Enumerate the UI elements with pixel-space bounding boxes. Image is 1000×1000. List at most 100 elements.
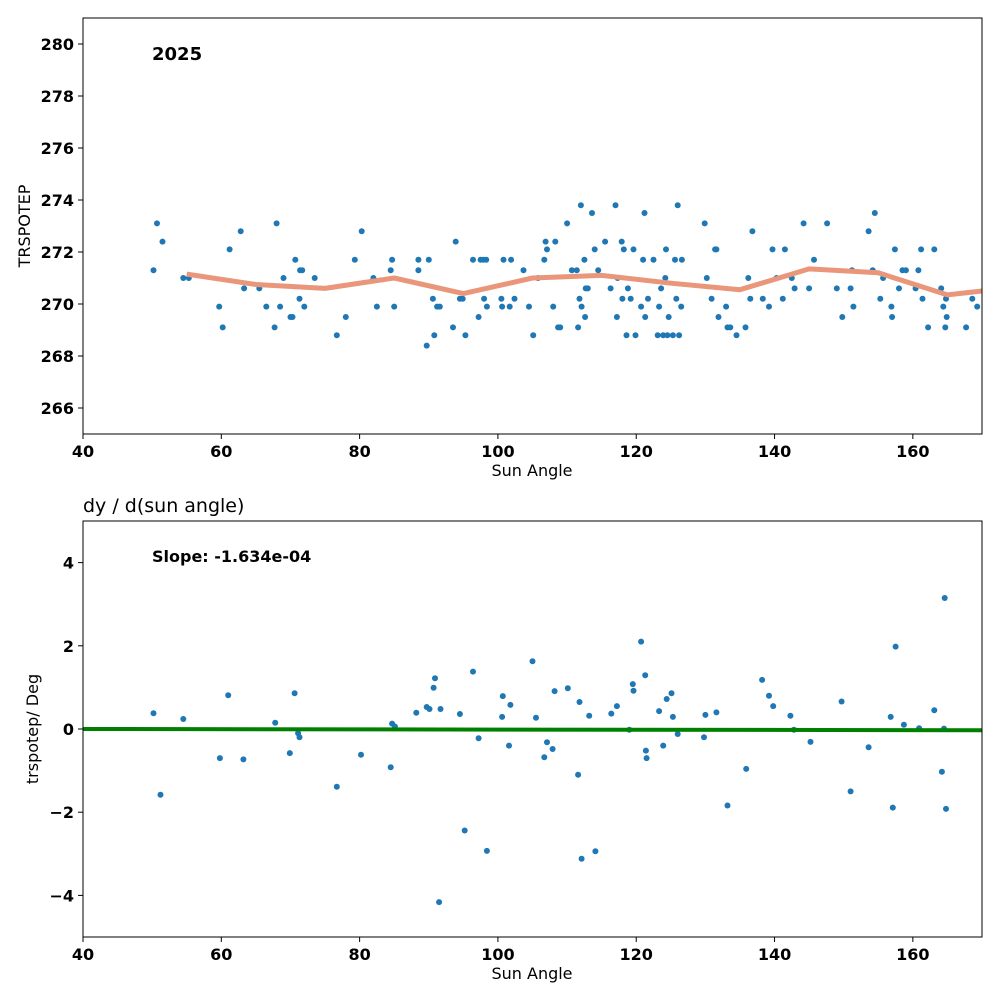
data-point [564, 220, 571, 227]
x-tick-label: 140 [758, 442, 791, 461]
data-point [413, 709, 420, 716]
data-point [216, 755, 223, 762]
data-point [373, 303, 380, 310]
data-point [541, 754, 548, 761]
data-point [650, 256, 657, 263]
data-point [544, 246, 550, 253]
data-point [500, 256, 507, 263]
data-point [663, 696, 670, 702]
data-point [333, 783, 340, 790]
data-point [483, 256, 490, 263]
data-point [833, 285, 840, 292]
data-point [678, 256, 685, 263]
top-panel-ticks: 40 60 80 100 120 140 160 266 268 270 272 274 276 278 2… [41, 35, 930, 461]
data-point [429, 295, 436, 302]
bottom-panel-marks [83, 595, 982, 906]
data-point [292, 256, 299, 263]
data-point [931, 246, 938, 253]
data-point [664, 332, 671, 339]
data-point [499, 303, 506, 310]
data-point [415, 256, 422, 263]
data-point [591, 246, 598, 253]
data-point [549, 746, 556, 752]
data-point [475, 735, 482, 742]
data-point [630, 687, 637, 694]
data-point [713, 246, 720, 253]
data-point [241, 285, 248, 292]
data-point [624, 285, 631, 292]
data-point [791, 285, 798, 292]
data-point [431, 332, 438, 339]
plot-area-0 [150, 202, 982, 349]
data-point [745, 275, 752, 281]
data-point [701, 734, 707, 741]
data-point [612, 202, 619, 209]
data-point [915, 267, 922, 274]
fit-line [83, 727, 982, 733]
data-point [481, 295, 488, 302]
data-point [749, 228, 756, 235]
data-point [311, 275, 318, 281]
x-tick-label: 140 [758, 945, 791, 964]
data-point [351, 256, 358, 263]
data-point [273, 220, 280, 227]
data-point [940, 303, 947, 310]
data-point [871, 210, 878, 216]
data-point [919, 295, 926, 302]
data-point [620, 246, 627, 253]
data-point [663, 246, 669, 253]
data-point [542, 238, 549, 245]
x-tick-label: 160 [896, 442, 929, 461]
data-point [296, 295, 303, 302]
data-point [391, 303, 398, 310]
data-point [847, 788, 854, 795]
data-point [781, 246, 788, 253]
data-point [623, 332, 630, 339]
top-y-axis-label: TRSPOTEP [15, 184, 34, 268]
data-point [824, 220, 831, 227]
data-point [506, 742, 512, 749]
data-point [578, 303, 585, 310]
data-point [811, 256, 817, 263]
data-point [389, 256, 396, 263]
data-point [483, 303, 490, 310]
data-point [582, 314, 589, 320]
data-point [526, 303, 532, 310]
data-point [426, 706, 433, 712]
data-point [889, 804, 896, 811]
data-point [511, 295, 518, 302]
data-point [613, 703, 620, 710]
data-point [806, 285, 813, 292]
data-point [573, 267, 580, 274]
data-point [299, 267, 306, 274]
data-point [499, 713, 506, 720]
data-point [450, 324, 456, 331]
data-point [296, 734, 303, 741]
data-point [608, 710, 615, 717]
data-point [520, 267, 527, 274]
data-point [581, 256, 588, 263]
data-point [918, 246, 925, 253]
data-point [508, 256, 515, 263]
data-point [387, 764, 394, 771]
data-point [742, 324, 749, 331]
data-point [865, 744, 872, 751]
data-point [642, 672, 649, 679]
data-point [630, 246, 637, 253]
data-point [943, 805, 949, 812]
data-point [638, 638, 645, 645]
data-point [743, 765, 750, 772]
data-point [839, 314, 846, 320]
y-tick-label: −4 [49, 886, 74, 905]
data-point [713, 709, 720, 716]
data-point [475, 314, 482, 320]
data-point [645, 295, 651, 302]
data-point [459, 295, 466, 302]
data-point [277, 303, 284, 310]
data-point [286, 750, 293, 757]
data-point [723, 303, 730, 310]
data-point [747, 295, 754, 302]
data-point [432, 675, 438, 682]
data-point [715, 314, 722, 320]
y-tick-label: 278 [41, 87, 74, 106]
